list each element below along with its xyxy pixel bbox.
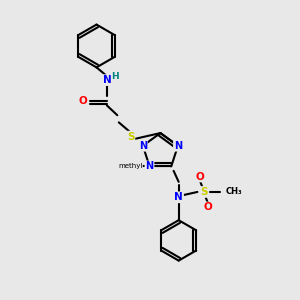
Text: O: O: [79, 96, 88, 106]
Text: S: S: [127, 132, 134, 142]
Text: methyl: methyl: [118, 164, 142, 169]
Text: CH₃: CH₃: [225, 188, 242, 196]
Text: N: N: [174, 141, 182, 151]
Text: N: N: [146, 161, 154, 171]
Text: O: O: [203, 202, 212, 212]
Text: O: O: [196, 172, 205, 182]
Text: H: H: [111, 72, 119, 81]
Text: N: N: [174, 192, 183, 202]
Text: N: N: [103, 75, 111, 85]
Text: N: N: [139, 141, 147, 151]
Text: S: S: [200, 187, 208, 197]
